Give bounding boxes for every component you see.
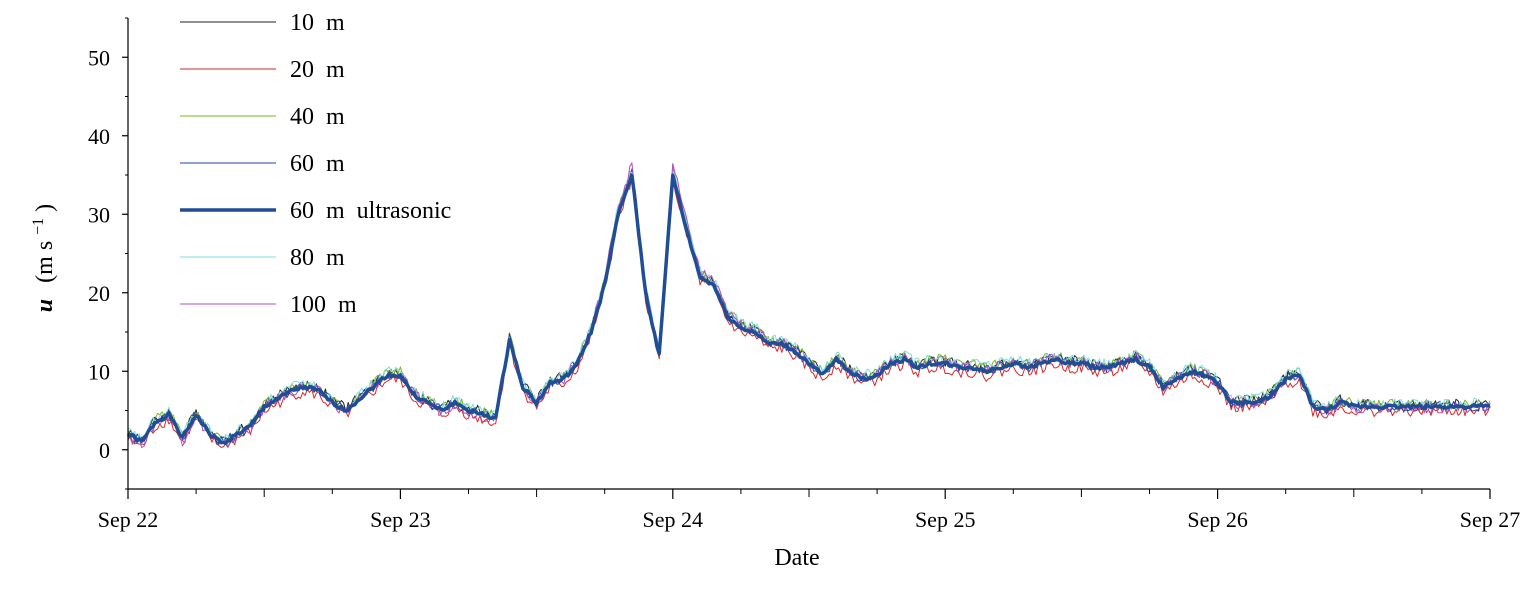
y-axis-var: u: [32, 299, 58, 312]
legend-label-num: 60: [290, 151, 314, 177]
y-axis-unit-exp: −1: [30, 218, 47, 235]
legend-label: 40 m: [290, 104, 345, 130]
legend-label-num: 80: [290, 245, 314, 271]
y-tick-label: 40: [88, 124, 110, 149]
legend-label-unit: m: [326, 245, 345, 271]
legend-label-extra: ultrasonic: [357, 198, 452, 224]
legend-label-num: 60: [290, 198, 314, 224]
legend-label: 60 m ultrasonic: [290, 198, 451, 224]
legend-label-unit: m: [326, 104, 345, 130]
legend-label-unit: m: [326, 198, 345, 224]
x-axis-title: Date: [774, 545, 819, 571]
legend-label-unit: m: [326, 57, 345, 83]
y-tick-label: 10: [88, 359, 110, 384]
legend-label-unit: m: [326, 151, 345, 177]
y-ticks: 0 10 20 30 40 50: [88, 17, 128, 490]
x-ticks: Sep 22 Sep 23 Sep 24 Sep 25 Sep 26 Sep 27: [98, 489, 1521, 532]
legend-label: 10 m: [290, 10, 345, 36]
legend-label-unit: m: [338, 292, 357, 318]
plot-lines: [126, 162, 1491, 448]
y-tick-label: 20: [88, 281, 110, 306]
y-axis-title: u (m s −1 ): [23, 204, 58, 312]
legend-label: 20 m: [290, 57, 345, 83]
x-tick-label: Sep 27: [1460, 507, 1521, 532]
legend-label-num: 10: [290, 10, 314, 36]
y-tick-label: 30: [88, 202, 110, 227]
legend-label-num: 20: [290, 57, 314, 83]
legend-label-num: 100: [290, 292, 326, 318]
x-tick-label: Sep 26: [1187, 507, 1248, 532]
legend-label-num: 40: [290, 104, 314, 130]
y-axis-unit-close: ): [32, 204, 58, 212]
y-tick-label: 50: [88, 45, 110, 70]
legend-label: 100 m: [290, 292, 357, 318]
series-line-80-m: [127, 170, 1491, 442]
legend-label: 80 m: [290, 245, 345, 271]
x-tick-label: Sep 25: [915, 507, 976, 532]
x-tick-label: Sep 23: [370, 507, 431, 532]
legend-label-unit: m: [326, 10, 345, 36]
y-tick-label: 0: [99, 438, 110, 463]
y-axis-unit: (m s: [32, 241, 58, 283]
series-line-60-m-ultrasonic: [126, 173, 1491, 446]
x-tick-label: Sep 22: [98, 507, 159, 532]
x-tick-label: Sep 24: [643, 507, 704, 532]
legend-label: 60 m: [290, 151, 345, 177]
